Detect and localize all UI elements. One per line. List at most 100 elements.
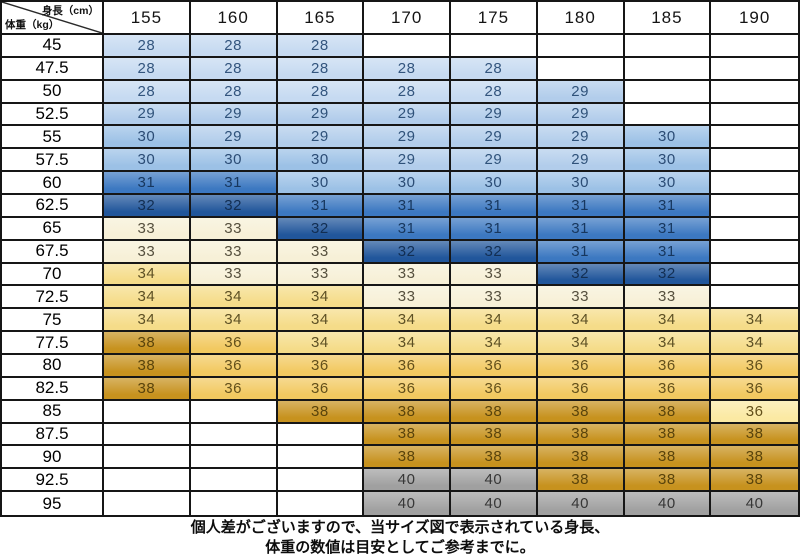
size-cell: 30 [277,172,365,195]
size-cell: 36 [537,355,625,378]
weight-row-label: 72.5 [2,286,104,310]
empty-cell [190,423,278,447]
empty-cell [277,492,365,515]
size-cell: 38 [624,469,712,493]
weight-axis-label: 体重（kg） [5,19,60,31]
size-cell: 34 [364,332,451,355]
size-cell: 38 [364,446,451,470]
size-cell: 30 [277,149,365,173]
size-cell: 31 [364,195,451,218]
size-cell: 28 [364,57,451,81]
footer-line-2: 体重の数値は目安としてご参考までに。 [265,539,535,556]
empty-cell [711,57,798,81]
size-cell: 40 [364,469,451,493]
empty-cell [277,423,365,447]
size-cell: 32 [277,217,365,241]
weight-row-label: 75 [2,309,104,333]
size-cell: 32 [190,195,278,218]
size-cell: 34 [451,332,538,355]
size-cell: 32 [451,240,538,264]
size-cell: 36 [711,355,798,378]
size-cell: 29 [537,103,625,127]
size-cell: 31 [190,172,278,195]
weight-row-label: 90 [2,446,104,470]
weight-row-label: 52.5 [2,103,104,127]
size-cell: 36 [624,355,712,378]
size-cell: 32 [104,195,191,218]
empty-cell [104,400,191,424]
corner-header-cell: 身長（cm） 体重（kg） [2,2,104,35]
size-cell: 29 [190,126,278,150]
size-cell: 29 [537,126,625,150]
height-column-header: 180 [537,2,625,35]
empty-cell [711,286,798,310]
size-cell: 28 [190,80,278,104]
size-cell: 40 [624,492,712,515]
size-cell: 34 [451,309,538,333]
size-cell: 36 [277,355,365,378]
height-column-header: 185 [624,2,712,35]
size-cell: 38 [537,469,625,493]
size-cell: 34 [711,309,798,333]
size-cell: 31 [537,217,625,241]
empty-cell [190,400,278,424]
size-cell: 32 [537,263,625,287]
size-cell: 34 [711,332,798,355]
size-cell: 31 [104,172,191,195]
size-cell: 28 [104,80,191,104]
weight-row-label: 57.5 [2,149,104,173]
size-cell: 31 [277,195,365,218]
size-cell: 30 [364,172,451,195]
size-cell: 30 [190,149,278,173]
size-cell: 29 [190,103,278,127]
size-cell: 28 [277,57,365,81]
empty-cell [711,35,798,58]
empty-cell [711,240,798,264]
size-cell: 30 [104,149,191,173]
size-cell: 33 [624,286,712,310]
empty-cell [190,492,278,515]
weight-row-label: 55 [2,126,104,150]
height-column-header: 155 [104,2,191,35]
size-cell: 38 [537,423,625,447]
diagonal-divider-icon [2,2,102,33]
size-cell: 32 [364,240,451,264]
empty-cell [711,149,798,173]
empty-cell [624,35,712,58]
size-cell: 33 [190,217,278,241]
size-cell: 30 [624,149,712,173]
size-table: 身長（cm） 体重（kg） 155 160 165 170 175 180 185 190 45… [0,0,800,517]
size-cell: 33 [190,263,278,287]
empty-cell [104,492,191,515]
weight-row-label: 82.5 [2,377,104,401]
height-axis-label: 身長（cm） [41,5,99,17]
size-cell: 30 [104,126,191,150]
empty-cell [624,80,712,104]
size-cell: 34 [624,309,712,333]
size-cell: 38 [104,377,191,401]
size-cell: 31 [451,217,538,241]
size-cell: 34 [277,332,365,355]
size-cell: 30 [537,172,625,195]
weight-row-label: 62.5 [2,195,104,218]
size-cell: 40 [364,492,451,515]
size-cell: 36 [451,377,538,401]
empty-cell [104,446,191,470]
size-cell: 29 [451,149,538,173]
weight-row-label: 65 [2,217,104,241]
size-cell: 31 [624,240,712,264]
size-cell: 28 [277,80,365,104]
size-cell: 34 [190,286,278,310]
size-cell: 29 [451,126,538,150]
size-cell: 40 [711,492,798,515]
size-cell: 34 [190,309,278,333]
empty-cell [624,57,712,81]
weight-row-label: 50 [2,80,104,104]
size-cell: 36 [711,377,798,401]
weight-row-label: 67.5 [2,240,104,264]
size-cell: 36 [364,377,451,401]
weight-row-label: 95 [2,492,104,515]
size-cell: 38 [624,400,712,424]
size-cell: 38 [364,400,451,424]
